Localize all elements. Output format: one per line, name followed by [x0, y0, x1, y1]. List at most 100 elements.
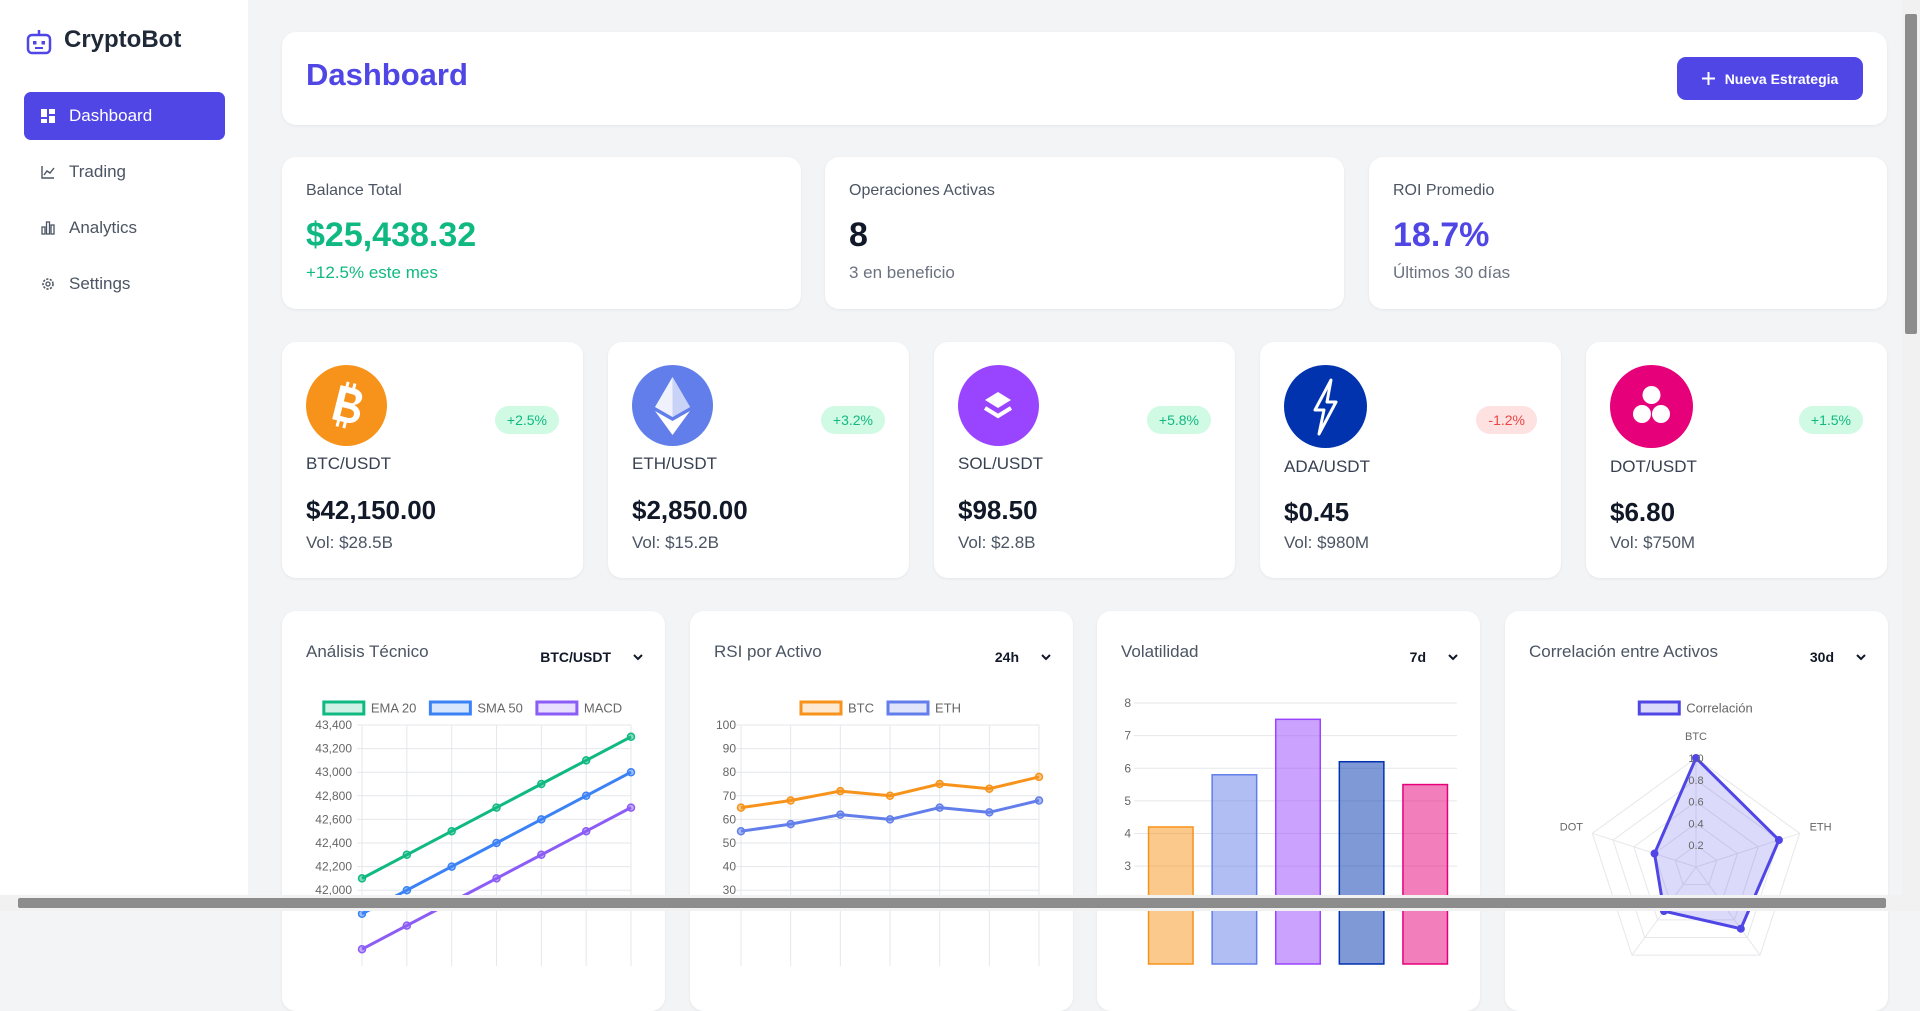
asset-volume: Vol: $2.8B [958, 533, 1036, 552]
y-tick-label: 42,200 [315, 860, 352, 874]
legend: EMA 20 SMA 50 MACD [322, 700, 622, 716]
data-point [1692, 754, 1700, 762]
chart-card: 42,000 42,200 42,400 42,600 42,800 43,000 43,2… [282, 611, 665, 1011]
asset-price: $2,850.00 [632, 495, 748, 525]
eth-icon [632, 365, 713, 446]
chevron [1856, 653, 1866, 660]
data-point [626, 767, 636, 777]
legend-label: SMA 50 [477, 701, 523, 716]
chart-title: Correlación entre Activos [1529, 642, 1718, 661]
data-point [626, 803, 636, 812]
data-point [581, 826, 591, 836]
asset-price: $0.45 [1284, 497, 1350, 527]
legend: Correlación [1637, 700, 1753, 716]
stat-card: Operaciones Activas 8 3 en beneficio [825, 157, 1344, 309]
bar [1274, 718, 1322, 965]
y-tick-label: 30 [723, 883, 737, 897]
chart-card: 3 4 5 6 7 8 Volatilidad 7d [1097, 611, 1480, 1011]
chart-title: Volatilidad [1121, 642, 1199, 661]
data-point [492, 874, 501, 883]
grid-ring [1674, 844, 1718, 886]
legend-label: EMA 20 [371, 701, 417, 716]
selector-value: BTC/USDT [540, 649, 611, 665]
data-point [492, 803, 501, 812]
nav-item[interactable]: Dashboard [24, 92, 225, 140]
data-point [402, 921, 412, 930]
chart-selector[interactable]: BTC/USDT [540, 645, 643, 669]
data-point [786, 819, 795, 829]
axis-label: BTC [1685, 731, 1707, 743]
nav-label: Dashboard [69, 106, 153, 125]
nav-label: Analytics [69, 218, 138, 237]
data-point [836, 810, 845, 819]
nav-item[interactable]: Settings [24, 260, 225, 308]
legend-label: Correlación [1686, 701, 1752, 716]
chart: 3 4 5 6 7 8 [1124, 696, 1457, 965]
brand: CryptoBot [64, 26, 182, 53]
data-point [1774, 836, 1783, 845]
data-point [402, 885, 412, 895]
stat-label: Operaciones Activas [849, 182, 995, 199]
data-point [1736, 924, 1745, 933]
data-point [357, 944, 367, 954]
stat-card: ROI Promedio 18.7% Últimos 30 días [1369, 157, 1887, 309]
asset-pair: BTC/USDT [306, 454, 391, 473]
axis-label: ETH [1810, 822, 1832, 834]
change-badge: +2.5% [494, 406, 559, 434]
nav-item[interactable]: Trading [24, 148, 225, 196]
scroll-thumb[interactable] [1905, 14, 1917, 334]
y-tick-label: 42,400 [315, 836, 352, 850]
button-label: Nueva Estrategia [1724, 70, 1839, 87]
stat-label: Balance Total [306, 182, 402, 199]
nav-icon [41, 166, 55, 179]
y-tick-label: 6 [1124, 761, 1131, 775]
y-tick-label: 4 [1124, 827, 1131, 841]
chevron [633, 653, 643, 660]
selector-value: 30d [1809, 649, 1834, 665]
chart-card: 30 40 50 60 70 80 90 100 BTC ETH RSI por Activo 2… [690, 611, 1073, 1011]
stat-value: 8 [849, 216, 868, 254]
chart-selector[interactable]: 24h [995, 645, 1051, 669]
legend-swatch [1637, 700, 1681, 716]
legend-swatch [799, 700, 843, 716]
r-tick-label: 1.0 [1688, 753, 1703, 765]
y-tick-label: 80 [723, 765, 737, 779]
chart-selector[interactable]: 30d [1810, 645, 1866, 669]
asset-card[interactable]: +5.8% SOL/USDT $98.50 Vol: $2.8B [934, 342, 1235, 578]
r-tick-label: 0.8 [1688, 775, 1703, 787]
nav-item[interactable]: Analytics [24, 204, 225, 252]
asset-pair: ADA/USDT [1284, 457, 1370, 476]
asset-card[interactable]: -1.2% ADA/USDT $0.45 Vol: $980M [1260, 342, 1561, 578]
data-point [492, 838, 501, 848]
y-tick-label: 42,000 [315, 883, 352, 897]
vertical-scrollbar[interactable] [1902, 0, 1920, 895]
data-point [985, 784, 994, 793]
btc-icon [306, 365, 387, 446]
y-tick-label: 43,400 [315, 718, 352, 732]
bar [1402, 783, 1449, 965]
data-point [581, 756, 591, 765]
asset-card[interactable]: +1.5% DOT/USDT $6.80 Vol: $750M [1586, 342, 1887, 578]
data-point [537, 850, 546, 860]
stat-value: 18.7% [1393, 216, 1490, 254]
plus-icon [1701, 72, 1715, 85]
nav-icon [41, 221, 55, 235]
chevron [1448, 653, 1458, 660]
asset-volume: Vol: $28.5B [306, 533, 393, 552]
asset-volume: Vol: $15.2B [632, 533, 719, 552]
data-point [537, 815, 546, 824]
asset-card[interactable]: +2.5% BTC/USDT $42,150.00 Vol: $28.5B [282, 342, 583, 578]
horizontal-scrollbar[interactable] [0, 895, 1920, 911]
scroll-thumb[interactable] [18, 898, 1886, 908]
data-point [1034, 772, 1044, 782]
new-strategy-button[interactable]: Nueva Estrategia [1677, 57, 1863, 100]
change-badge: +1.5% [1798, 406, 1863, 434]
asset-card[interactable]: +3.2% ETH/USDT $2,850.00 Vol: $15.2B [608, 342, 909, 578]
asset-volume: Vol: $750M [1610, 533, 1696, 552]
chart-selector[interactable]: 7d [1410, 645, 1458, 669]
page-title: Dashboard [306, 57, 468, 92]
asset-pair: SOL/USDT [958, 454, 1044, 473]
y-tick-label: 50 [723, 836, 737, 850]
axis-label: DOT [1560, 822, 1584, 834]
stat-note: +12.5% este mes [306, 263, 438, 282]
